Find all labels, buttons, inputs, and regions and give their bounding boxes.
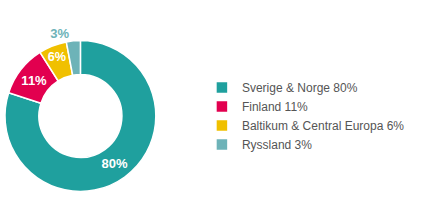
svg-text:6%: 6% [48,50,66,64]
svg-text:Finland 11%: Finland 11% [242,100,308,114]
svg-text:80%: 80% [102,156,128,171]
svg-text:Ryssland 3%: Ryssland 3% [242,138,312,152]
svg-text:3%: 3% [50,26,69,41]
svg-text:11%: 11% [21,73,47,88]
svg-text:Baltikum & Central Europa 6%: Baltikum & Central Europa 6% [242,119,404,133]
svg-text:Sverige & Norge 80%: Sverige & Norge 80% [242,81,358,95]
